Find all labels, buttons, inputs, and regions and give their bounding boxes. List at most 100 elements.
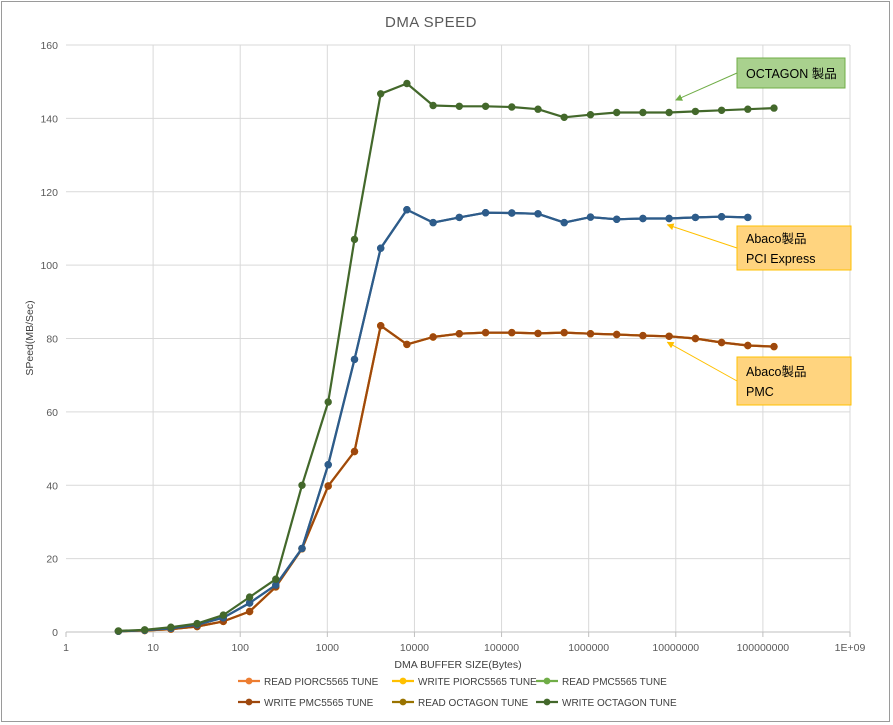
- data-point: [429, 218, 437, 227]
- data-point: [324, 482, 332, 490]
- y-tick-label: 160: [40, 40, 58, 52]
- data-point: [744, 213, 752, 222]
- data-point: [350, 235, 359, 244]
- data-point: [665, 108, 673, 117]
- legend: READ PIORC5565 TUNE WRITE PIORC5565 TUNE R…: [238, 677, 677, 709]
- legend-label: WRITE PIORC5565 TUNE: [418, 677, 537, 688]
- data-point: [403, 340, 411, 349]
- data-point: [691, 213, 700, 222]
- data-point: [508, 209, 516, 217]
- data-point: [560, 328, 568, 337]
- data-point: [612, 215, 621, 224]
- data-point: [744, 341, 752, 350]
- data-point: [534, 105, 542, 113]
- callout-abaco-pci: Abaco製品 PCI Express: [666, 223, 852, 271]
- data-point: [403, 79, 411, 88]
- callout-text: Abaco製品: [746, 232, 806, 246]
- chart-title: DMA SPEED: [385, 14, 477, 31]
- data-point: [481, 328, 490, 337]
- legend-item-write-pmc5565-tune: WRITE PMC5565 TUNE: [238, 698, 374, 709]
- grid-lines: [66, 44, 851, 632]
- callout-arrow: [666, 341, 738, 382]
- data-point: [612, 108, 621, 117]
- data-point: [534, 210, 542, 218]
- legend-label: READ OCTAGON TUNE: [418, 698, 529, 709]
- y-tick-label: 20: [46, 554, 58, 566]
- data-point: [272, 575, 280, 583]
- data-point: [508, 328, 516, 337]
- annotations: OCTAGON 製品 Abaco製品 PCI Express Abaco製品 PMC: [666, 57, 852, 406]
- callout-arrow: [675, 72, 738, 101]
- series-read-pmc5565-tune: [114, 206, 752, 635]
- legend-item-write-piorc5565-tune: WRITE PIORC5565 TUNE: [392, 677, 537, 688]
- series-write-piorc5565-tune: [114, 322, 778, 635]
- series-write-octagon-tune: [114, 79, 778, 635]
- legend-item-write-octagon-tune: WRITE OCTAGON TUNE: [536, 698, 677, 709]
- data-point: [298, 544, 306, 553]
- legend-swatch-marker: [543, 698, 551, 706]
- data-point: [455, 330, 463, 338]
- y-tick-label: 100: [40, 260, 58, 272]
- data-point: [167, 623, 175, 631]
- data-point: [481, 209, 490, 217]
- legend-swatch-marker: [245, 698, 253, 706]
- x-tick-label: 1: [63, 642, 69, 654]
- data-point: [770, 104, 778, 112]
- data-point: [245, 593, 254, 601]
- series-layer: [114, 79, 778, 635]
- data-point: [377, 90, 385, 98]
- data-point: [377, 322, 385, 330]
- series-line: [118, 324, 775, 633]
- x-tick-label: 100000000: [737, 642, 790, 654]
- y-tick-label: 60: [46, 407, 58, 419]
- data-point: [193, 619, 201, 628]
- callout-text: OCTAGON 製品: [746, 67, 837, 81]
- legend-label: WRITE OCTAGON TUNE: [562, 698, 677, 709]
- data-point: [639, 331, 647, 340]
- series-read-octagon-tune: [114, 206, 752, 635]
- data-point: [245, 607, 254, 616]
- x-tick-label: 10: [147, 642, 159, 654]
- x-tick-label: 100: [231, 642, 249, 654]
- data-point: [691, 107, 700, 116]
- data-point: [324, 461, 332, 469]
- legend-swatch-marker: [399, 698, 407, 706]
- data-point: [298, 481, 306, 489]
- y-axis-title: SPeed(MB/Sec): [24, 300, 36, 375]
- data-point: [508, 103, 516, 111]
- data-point: [481, 102, 490, 111]
- data-point: [744, 105, 752, 113]
- series-line: [118, 208, 748, 633]
- callout-box: [736, 57, 846, 89]
- x-tick-label: 10000000: [652, 642, 699, 654]
- legend-item-read-piorc5565-tune: READ PIORC5565 TUNE: [238, 677, 379, 688]
- data-point: [219, 611, 228, 619]
- data-point: [639, 108, 647, 117]
- data-point: [560, 218, 568, 227]
- x-tick-label: 100000: [484, 642, 519, 654]
- callout-box: [736, 356, 852, 406]
- data-point: [586, 213, 595, 221]
- data-point: [350, 355, 359, 364]
- data-point: [665, 214, 673, 223]
- legend-label: READ PIORC5565 TUNE: [264, 677, 379, 688]
- axes: [65, 631, 851, 637]
- series-write-pmc5565-tune: [114, 322, 778, 635]
- callout-text: PCI Express: [746, 252, 815, 266]
- callout-text: PMC: [746, 385, 774, 399]
- legend-item-read-octagon-tune: READ OCTAGON TUNE: [392, 698, 529, 709]
- data-point: [141, 626, 149, 634]
- data-point: [534, 329, 542, 338]
- callout-box: [736, 225, 852, 271]
- data-point: [377, 244, 385, 252]
- legend-swatch-marker: [399, 677, 407, 685]
- legend-item-read-pmc5565-tune: READ PMC5565 TUNE: [536, 677, 667, 688]
- callout-abaco-pmc: Abaco製品 PMC: [666, 341, 852, 406]
- y-tick-labels: 0 20 40 60 80 100 120 140 160: [40, 40, 58, 639]
- x-tick-label: 1000: [316, 642, 340, 654]
- y-tick-label: 80: [46, 334, 58, 346]
- data-point: [560, 113, 568, 122]
- data-point: [455, 102, 463, 111]
- data-point: [403, 206, 411, 214]
